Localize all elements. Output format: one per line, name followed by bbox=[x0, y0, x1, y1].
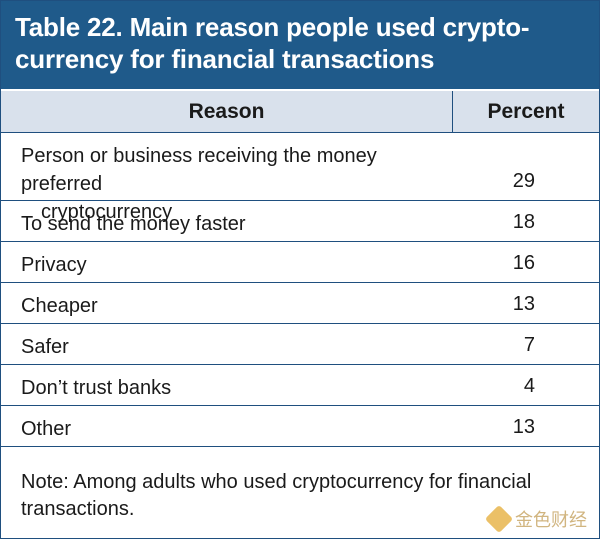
row-percent: 13 bbox=[512, 416, 535, 438]
table-row: Don’t trust banks 4 bbox=[1, 365, 599, 406]
row-reason: Safer bbox=[21, 336, 69, 358]
row-reason: Privacy bbox=[21, 254, 87, 276]
table-row: Privacy 16 bbox=[1, 242, 599, 283]
note-line-1: Note: Among adults who used cryptocurren… bbox=[21, 471, 532, 493]
table-note: Note: Among adults who used cryptocurren… bbox=[1, 447, 599, 523]
row-percent: 7 bbox=[523, 334, 535, 356]
row-reason: Other bbox=[21, 418, 72, 440]
row-reason: To send the money faster bbox=[21, 213, 246, 235]
header-reason: Reason bbox=[1, 91, 453, 132]
table-header-row: Reason Percent bbox=[1, 89, 599, 133]
table-row: Other 13 bbox=[1, 406, 599, 447]
row-percent: 29 bbox=[512, 170, 535, 192]
table-title-line-2: currency for financial transactions bbox=[15, 44, 435, 74]
table-row: To send the money faster 18 bbox=[1, 201, 599, 242]
watermark-logo-icon bbox=[484, 504, 514, 534]
row-reason: Person or business receiving the money p… bbox=[21, 142, 461, 226]
row-reason: Cheaper bbox=[21, 295, 98, 317]
table-row: Cheaper 13 bbox=[1, 283, 599, 324]
table-title-line-1: Table 22. Main reason people used crypto… bbox=[15, 12, 530, 42]
row-reason-line-1: Person or business receiving the money p… bbox=[21, 145, 377, 195]
watermark: 金色财经 bbox=[484, 504, 587, 534]
row-percent: 18 bbox=[512, 211, 535, 233]
table-row: Person or business receiving the money p… bbox=[1, 133, 599, 223]
watermark-text: 金色财经 bbox=[515, 510, 587, 530]
header-percent: Percent bbox=[487, 99, 565, 123]
row-percent: 13 bbox=[512, 293, 535, 315]
row-percent: 4 bbox=[523, 375, 535, 397]
row-reason-line-2: cryptocurrency bbox=[41, 201, 173, 223]
row-reason: Don’t trust banks bbox=[21, 377, 172, 399]
note-line-2: transactions. bbox=[21, 498, 135, 520]
table-row: Safer 7 bbox=[1, 324, 599, 365]
row-percent: 16 bbox=[512, 252, 535, 274]
table-title: Table 22. Main reason people used crypto… bbox=[1, 1, 599, 89]
